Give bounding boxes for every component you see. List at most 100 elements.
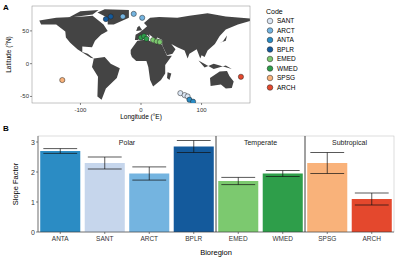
y-tick [30,63,32,64]
y-axis-label: Slope Factor [11,162,20,205]
site-point [157,39,162,44]
legend-label: WMED [277,65,298,72]
group-separator [216,136,217,232]
y-tick-label: 1 [31,199,35,206]
y-tick-label: 0 [26,61,30,67]
error-bar [266,171,300,177]
site-point [103,17,108,22]
site-point [238,74,243,79]
x-tick [238,232,239,234]
site-point [144,36,149,41]
figure: A-1000100-50050Longitude (°E)Latitude (°… [0,0,400,259]
x-tick-label: ARCH [363,235,382,242]
bar [40,151,80,232]
y-tick-label: 50 [22,28,29,34]
x-tick-label: BPLR [185,235,202,242]
x-tick-label: SPSG [318,235,336,242]
y-tick [36,232,38,233]
continent [92,57,120,100]
x-tick-label: 0 [139,107,143,113]
site-point [131,11,136,16]
continent [220,36,227,43]
group-separator [305,136,306,232]
continent [68,10,98,18]
legend-label: ARCH [277,84,296,91]
points [60,11,244,103]
x-axis-label: Longitude (°E) [120,113,162,121]
legend-label: EMED [277,55,296,62]
legend-label: ARCT [277,27,295,34]
continent [39,16,107,59]
bar [85,163,125,232]
x-tick [201,103,202,105]
x-tick-label: SANT [96,235,113,242]
panel-label: A [3,3,9,12]
continent [97,9,128,24]
site-point [140,15,145,20]
x-tick [104,232,105,234]
legend-swatch [267,85,273,91]
y-tick [30,30,32,31]
bar [218,181,258,232]
x-tick-label: -100 [74,107,87,113]
legend-swatch [267,75,273,81]
continent [210,71,234,89]
panel-label: B [3,124,9,133]
error-bar [88,157,122,169]
error-bar [355,193,389,205]
continent [136,26,142,31]
legend-swatch [267,56,273,62]
x-axis-label: Bioregion [200,248,232,257]
x-tick [193,232,194,234]
y-tick-label: 2 [31,169,35,176]
bar [174,147,214,233]
map-frame [32,6,250,103]
x-tick [80,103,81,105]
continent [131,39,172,86]
land [39,9,250,99]
error-bar [177,141,211,153]
x-tick [282,232,283,234]
site-point [60,77,65,82]
x-tick-label: WMED [272,235,293,242]
y-tick [36,142,38,143]
group-label: Subtropical [332,139,367,147]
continent [199,60,232,69]
legend-swatch [267,18,273,24]
y-tick [36,202,38,203]
x-tick [60,232,61,234]
error-bar [310,153,344,174]
legend-label: BPLR [277,46,294,53]
x-tick-label: EMED [229,235,248,242]
y-tick [30,96,32,97]
y-axis-line [38,136,39,232]
y-axis-label: Latitude (°N) [5,36,13,73]
legend-swatch [267,37,273,43]
error-bar [43,149,77,154]
bar [129,174,169,233]
continent [167,72,171,80]
site-point [108,14,113,19]
site-point [190,99,195,103]
x-tick [141,103,142,105]
error-bar [132,167,166,180]
plot-frame [38,136,394,232]
x-tick-label: ANTA [52,235,70,242]
y-tick-label: 0 [31,229,35,236]
legend-label: ANTA [277,36,295,43]
x-tick-label: 100 [197,107,208,113]
group-label: Temperate [244,139,277,147]
x-tick-label: ARCT [140,235,158,242]
legend-label: SANT [277,17,294,24]
legend-label: SPSG [277,74,295,81]
legend-swatch [267,47,273,53]
legend-swatch [267,28,273,34]
site-point [120,14,125,19]
x-tick [371,232,372,234]
x-axis-line [38,232,394,233]
y-tick-label: 3 [31,139,35,146]
bar [263,174,303,233]
y-tick [36,172,38,173]
legend-title: Code [266,8,283,15]
group-label: Polar [119,139,136,146]
